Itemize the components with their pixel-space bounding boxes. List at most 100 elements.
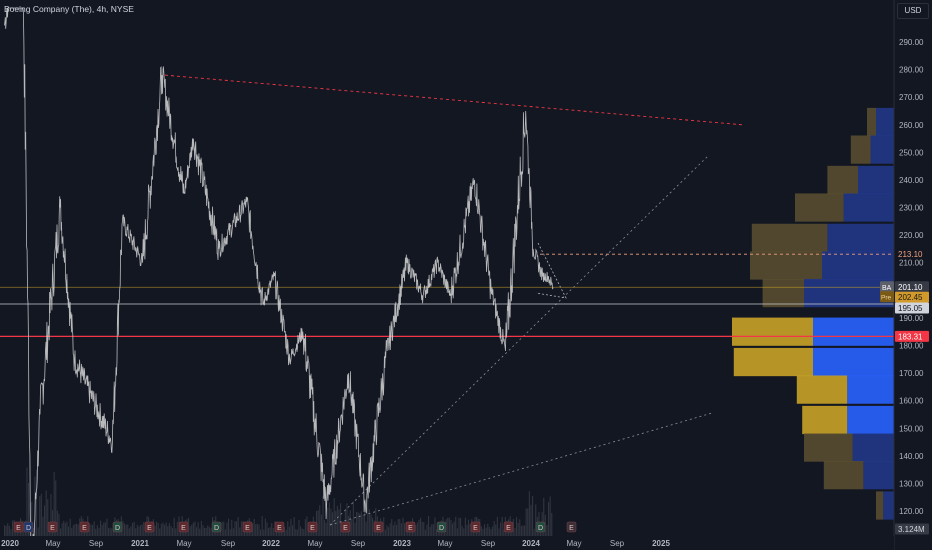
volume-bar <box>514 528 516 536</box>
event-badge[interactable] <box>112 521 123 533</box>
volume-bar <box>108 528 110 536</box>
event-badge[interactable] <box>307 521 318 533</box>
volume-bar <box>197 522 199 536</box>
event-badge[interactable] <box>242 521 253 533</box>
event-badge[interactable] <box>535 521 546 533</box>
volume-bar <box>223 521 225 536</box>
pennant-pattern <box>535 242 567 299</box>
time-tick-label: 2025 <box>652 539 670 548</box>
event-badge[interactable] <box>144 521 155 533</box>
volume-bar <box>460 518 462 536</box>
volume-bar <box>92 524 94 536</box>
volume-bar <box>448 517 450 536</box>
profile-down-bar <box>750 251 822 280</box>
event-badge[interactable] <box>503 521 514 533</box>
volume-bar <box>130 526 132 536</box>
event-badge[interactable] <box>373 521 384 533</box>
resistance-trendline <box>164 74 743 126</box>
volume-bar <box>96 525 98 536</box>
volume-bar <box>463 528 465 536</box>
volume-bar <box>423 522 425 536</box>
volume-bar <box>396 525 398 536</box>
price-tick-label: 220.00 <box>899 231 924 240</box>
volume-bar <box>200 521 202 536</box>
volume-bar <box>458 517 460 536</box>
profile-down-bar <box>827 165 858 195</box>
event-badge-letter: D <box>214 525 219 532</box>
event-badge[interactable] <box>211 521 222 533</box>
price-tags: 213.10BA201.10−42.67%Pre202.45195.05183.… <box>880 248 929 535</box>
volume-bar <box>205 527 207 536</box>
volume-bar <box>528 491 530 536</box>
volume-bar <box>101 525 103 536</box>
event-badge[interactable] <box>47 521 58 533</box>
currency-button[interactable]: USD <box>897 3 929 19</box>
price-tick-label: 260.00 <box>899 121 924 130</box>
volume-bar <box>436 529 438 536</box>
volume-bar <box>45 490 47 536</box>
volume-bar <box>306 516 308 536</box>
volume-bar <box>72 525 74 536</box>
volume-bar <box>53 471 55 536</box>
time-tick-label: 2023 <box>393 539 411 548</box>
volume-bar <box>56 510 58 536</box>
profile-up-bar <box>852 433 894 462</box>
time-axis[interactable]: 2020 May Sep 2021 May Sep 2022 May Sep 2023 May Sep… <box>0 536 894 550</box>
volume-bar <box>103 522 105 536</box>
volume-bar <box>332 512 334 536</box>
profile-down-bar <box>795 193 844 222</box>
profile-down-bar <box>762 278 804 308</box>
drawing-lines <box>0 74 894 526</box>
volume-bar <box>44 505 46 536</box>
volume-bar <box>50 494 52 536</box>
event-badge-letter: E <box>408 525 413 532</box>
volume-bar <box>408 528 410 536</box>
event-badge[interactable] <box>274 521 285 533</box>
price-tick-label: 290.00 <box>899 38 924 47</box>
volume-bar <box>336 505 338 536</box>
volume-bar <box>37 527 39 536</box>
volume-bar <box>202 525 204 536</box>
volume-bar <box>324 520 326 536</box>
volume-bar <box>498 528 500 536</box>
price-tag-195: 195.05 <box>898 304 923 313</box>
volume-bar <box>160 523 162 536</box>
volume-bar <box>383 517 385 536</box>
time-tick-label: 2020 <box>1 539 19 548</box>
price-tick-label: 170.00 <box>899 369 924 378</box>
volume-bar <box>368 509 370 536</box>
volume-bar <box>239 527 241 536</box>
price-tag-213-bg <box>895 248 925 260</box>
event-badge[interactable] <box>340 521 351 533</box>
volume-bar <box>517 522 519 536</box>
volume-bar <box>63 520 65 536</box>
volume-bar <box>208 526 210 536</box>
event-badge[interactable] <box>436 521 447 533</box>
volume-bar <box>204 527 206 536</box>
volume-bar <box>519 519 521 536</box>
event-badge[interactable] <box>470 521 481 533</box>
time-tick-label: Sep <box>481 539 496 548</box>
volume-bar <box>111 528 113 536</box>
event-badge[interactable] <box>178 521 189 533</box>
volume-bar <box>532 496 534 536</box>
volume-bar <box>12 520 14 536</box>
price-scale[interactable]: 290.00 280.00 270.00 260.00 250.00 240.00 230.… <box>893 0 932 550</box>
profile-up-bar <box>822 251 894 280</box>
volume-bar <box>432 524 434 536</box>
volume-bar <box>429 526 431 536</box>
volume-bar <box>496 516 498 536</box>
volume-bar <box>272 528 274 536</box>
event-badge[interactable] <box>13 521 24 533</box>
volume-bar <box>221 521 223 536</box>
event-badge[interactable] <box>566 521 577 533</box>
profile-up-bar <box>858 165 894 195</box>
event-badge[interactable] <box>79 521 90 533</box>
event-badge[interactable] <box>405 521 416 533</box>
volume-bar <box>236 521 238 536</box>
event-badge-letter: E <box>506 525 511 532</box>
event-badge[interactable] <box>23 521 34 533</box>
volume-bar <box>296 529 298 536</box>
